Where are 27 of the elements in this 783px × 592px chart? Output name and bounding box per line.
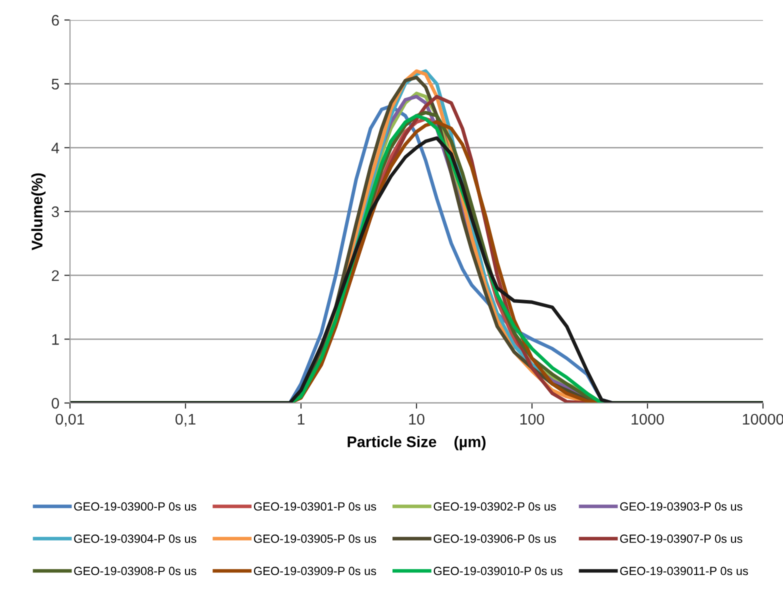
y-tick-label: 4 [51, 142, 60, 154]
legend-label: GEO-19-03900-P 0s us [74, 502, 196, 511]
x-tick-label: 1 [298, 414, 305, 424]
legend-label: GEO-19-03906-P 0s us [434, 534, 556, 543]
legend-label: GEO-19-039010-P 0s us [434, 566, 562, 576]
y-axis-title: Volume(%) [31, 173, 46, 250]
x-tick-label: 1000 [632, 414, 664, 425]
legend-label: GEO-19-039011-P 0s us [620, 566, 748, 576]
x-tick-label: 0,1 [175, 414, 196, 426]
y-tick-label: 3 [52, 206, 59, 218]
legend-label: GEO-19-03909-P 0s us [254, 566, 376, 576]
x-axis-title: Particle Size (µm) [348, 436, 486, 450]
legend-label: GEO-19-03903-P 0s us [620, 502, 742, 511]
x-tick-label: 0,01 [56, 414, 84, 426]
y-tick-label: 6 [52, 14, 59, 26]
legend-label: GEO-19-03901-P 0s us [254, 502, 376, 511]
legend-label: GEO-19-03908-P 0s us [74, 566, 196, 576]
legend-label: GEO-19-03904-P 0s us [74, 534, 196, 543]
legend-label: GEO-19-03905-P 0s us [254, 534, 376, 543]
legend-label: GEO-19-03902-P 0s us [434, 502, 556, 511]
y-tick-label: 1 [52, 334, 59, 345]
x-tick-label: 100 [520, 414, 544, 425]
y-tick-label: 2 [52, 270, 59, 281]
legend-label: GEO-19-03907-P 0s us [620, 534, 742, 543]
y-tick-label: 5 [52, 78, 59, 90]
y-tick-label: 0 [52, 398, 59, 409]
x-tick-label: 10 [409, 414, 424, 425]
